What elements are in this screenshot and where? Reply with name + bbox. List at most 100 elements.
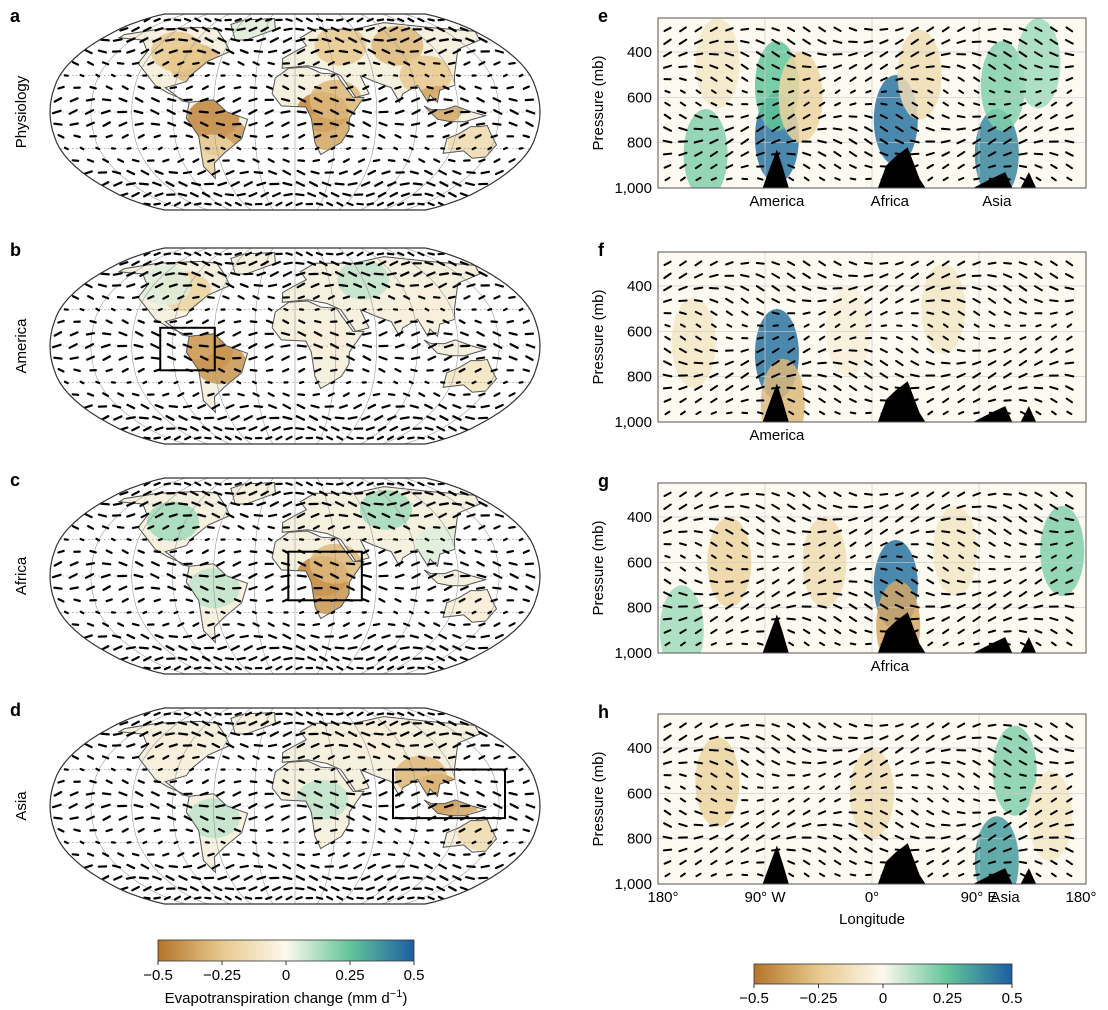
wind-arrow [267,147,273,150]
wind-arrow [167,815,177,821]
wind-arrow [956,580,966,584]
wind-arrow [926,77,935,81]
wind-arrow [138,182,149,186]
y-axis-label: Pressure (mb) [590,55,607,150]
wind-arrow [296,169,306,176]
wind-arrow [295,193,305,197]
wind-arrow [283,491,293,495]
wind-arrow [487,308,493,312]
wind-arrow [336,435,344,441]
wind-arrow [234,482,242,486]
wind-arrow [757,555,764,558]
wind-arrow [1064,273,1074,279]
wind-arrow [487,610,493,615]
wind-arrow [133,573,144,579]
wind-arrow [786,64,796,69]
wind-arrow [297,61,305,66]
wind-arrow [248,260,258,266]
wind-arrow [864,528,873,535]
wind-arrow [297,561,307,567]
wind-arrow [231,109,242,115]
wind-arrow [987,492,997,496]
wind-arrow [282,731,293,737]
wind-arrow [474,85,482,90]
wind-arrow [494,743,504,748]
wind-arrow [680,89,686,94]
wind-arrow [803,641,810,647]
colorbar-tick-label: 0 [282,967,290,984]
wind-arrow [338,404,348,409]
wind-arrow [817,373,827,378]
wind-arrow [362,573,373,579]
wind-arrow [365,886,375,891]
wind-arrow [709,504,719,509]
wind-arrow [329,356,339,361]
wind-arrow [237,60,245,66]
wind-arrow [346,319,354,324]
wind-arrow [189,720,199,727]
wind-arrow [342,852,350,858]
wind-arrow [493,343,503,349]
wind-arrow [330,537,336,542]
wind-arrow [356,251,364,257]
wind-arrow [463,525,471,530]
wind-arrow [694,847,703,853]
wind-arrow [329,122,339,127]
wind-arrow [879,810,888,816]
wind-arrow [678,747,688,753]
wind-arrow [236,538,242,542]
wind-arrow [336,482,344,486]
wind-arrow [182,864,193,869]
wind-arrow [894,138,904,145]
wind-arrow [389,260,399,267]
wind-arrow [755,834,765,841]
wind-arrow [162,60,170,66]
wind-arrow [173,767,179,772]
section-g-frame [657,482,1087,654]
wind-arrow [910,152,920,156]
wind-arrow [100,573,111,579]
wind-arrow [895,113,904,120]
wind-arrow [879,735,889,741]
wind-arrow [387,853,396,857]
wind-arrow [1018,747,1028,754]
wind-arrow [285,482,293,486]
wind-arrow [895,809,904,816]
wind-arrow [147,61,155,66]
wind-arrow [271,490,281,496]
wind-arrow [295,645,306,651]
wind-arrow [1035,872,1042,878]
coastline-eurasia [281,256,481,338]
wind-arrow [817,835,827,840]
wind-arrow [864,348,873,353]
wind-arrow [755,724,765,727]
wind-arrow [1035,335,1042,341]
wind-arrow [407,436,415,440]
wind-arrow [184,201,192,207]
wind-arrow [102,355,112,361]
wind-arrow [147,525,155,530]
wind-arrow [264,355,274,361]
wind-arrow [189,490,199,497]
wind-arrow [850,89,856,94]
wind-arrow [400,426,411,431]
wind-arrow [400,37,410,43]
wind-arrow [463,61,471,66]
wind-arrow [757,642,764,646]
wind-arrow [166,343,176,349]
wind-arrow [987,114,997,119]
wind-arrow [264,573,274,579]
wind-arrow [51,803,62,809]
wind-arrow [693,273,703,279]
wind-arrow [423,283,434,288]
wind-arrow [1065,151,1074,157]
wind-arrow [372,159,381,163]
wind-arrow [1035,641,1042,647]
wind-arrow [476,803,487,809]
wind-arrow [53,356,63,360]
wind-arrow [663,860,672,865]
wind-arrow [280,791,291,796]
wind-arrow [973,642,980,646]
wind-arrow [204,251,212,257]
wind-arrow [248,97,258,103]
